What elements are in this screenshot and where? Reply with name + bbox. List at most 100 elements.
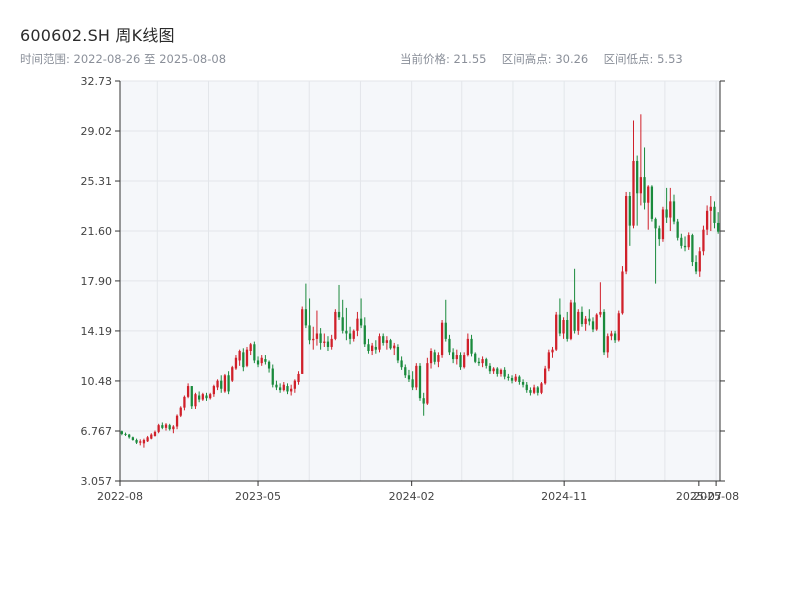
candle-body (315, 333, 319, 339)
candle-body (242, 352, 245, 368)
y-tick-label: 10.48 (81, 375, 113, 388)
candle-body (275, 384, 278, 388)
candle-body (179, 407, 182, 416)
low-label: 区间低点: (603, 52, 654, 66)
y-tick-label: 29.02 (81, 125, 113, 138)
candle-body (444, 322, 447, 339)
candle-body (260, 357, 263, 364)
candle-body (702, 229, 705, 252)
candle-body (150, 434, 153, 439)
candle-body (470, 338, 473, 354)
candle-body (172, 426, 175, 430)
low-value: 5.53 (657, 52, 683, 66)
candle-body (658, 228, 661, 240)
candle-body (407, 375, 411, 380)
candle-body (238, 351, 241, 361)
candle-body (319, 333, 322, 343)
candle-body (183, 396, 186, 408)
candle-body (437, 355, 440, 362)
candle-body (290, 388, 293, 392)
candle-body (396, 346, 400, 361)
candle-body (573, 302, 576, 331)
candle-body (216, 380, 219, 388)
candle-body (223, 375, 227, 392)
candle-body (326, 341, 330, 347)
candle-body (683, 245, 687, 248)
candle-body (301, 309, 304, 374)
y-tick-label: 32.73 (81, 75, 113, 88)
candle-body (602, 311, 606, 353)
candle-body (477, 361, 481, 364)
high-value: 30.26 (555, 52, 589, 66)
candle-body (507, 376, 510, 378)
candle-body (455, 355, 458, 360)
candle-body (617, 313, 620, 341)
candle-body (359, 318, 363, 326)
candle-body (661, 209, 665, 240)
candle-body (142, 439, 146, 444)
candle-body (562, 320, 565, 334)
candle-body (153, 431, 157, 436)
candle-body (540, 383, 543, 393)
candle-body (525, 384, 528, 391)
candle-body (691, 235, 694, 263)
candle-body (308, 325, 311, 341)
candle-body (378, 336, 381, 350)
candle-body (558, 314, 562, 334)
candle-body (220, 380, 223, 389)
candle-body (514, 376, 517, 381)
x-tick-label: 2025-07 (676, 490, 722, 503)
candle-body (547, 352, 550, 369)
candle-body (164, 424, 168, 428)
candle-body (205, 395, 208, 399)
candle-body (161, 425, 164, 428)
range-label: 时间范围: (20, 52, 70, 66)
candle-body (253, 344, 256, 361)
candle-body (429, 351, 433, 364)
candle-body (168, 425, 171, 430)
candle-body (433, 352, 436, 362)
candle-body (440, 322, 444, 356)
candle-body (499, 369, 503, 374)
candle-body (510, 377, 514, 381)
high-label: 区间高点: (501, 52, 552, 66)
range-end: 2025-08-08 (159, 52, 227, 66)
candle-body (371, 345, 374, 352)
candle-body (286, 386, 289, 392)
candle-body (348, 333, 352, 339)
candle-body (588, 318, 591, 322)
chart-title: 600602.SH 周K线图 (20, 26, 175, 45)
candle-body (680, 237, 683, 246)
candle-body (698, 251, 701, 272)
x-tick-label: 2022-08 (97, 490, 143, 503)
candle-body (569, 302, 573, 339)
candle-body (613, 333, 617, 341)
candle-body (393, 345, 396, 349)
candle-body (488, 365, 492, 372)
x-tick-label: 2024-11 (541, 490, 587, 503)
candle-body (304, 309, 308, 326)
candle-body (647, 186, 650, 203)
candle-body (687, 235, 690, 248)
x-tick-label: 2024-02 (389, 490, 435, 503)
candle-body (584, 318, 587, 325)
candle-body (555, 314, 558, 350)
candle-body (591, 321, 595, 330)
candle-body (459, 355, 462, 368)
candle-body (389, 340, 392, 349)
candle-body (448, 338, 451, 353)
candle-body (577, 311, 580, 331)
candle-body (643, 177, 646, 203)
candle-body (536, 387, 539, 393)
y-tick-label: 21.60 (81, 225, 113, 238)
candle-body (234, 357, 238, 369)
candle-body (297, 373, 300, 383)
candle-body (135, 439, 138, 443)
candle-body (650, 186, 654, 219)
y-tick-label: 6.767 (81, 425, 113, 438)
candle-body (694, 262, 698, 272)
candle-body (639, 177, 642, 194)
candle-body (282, 384, 285, 391)
candle-body (492, 368, 495, 372)
